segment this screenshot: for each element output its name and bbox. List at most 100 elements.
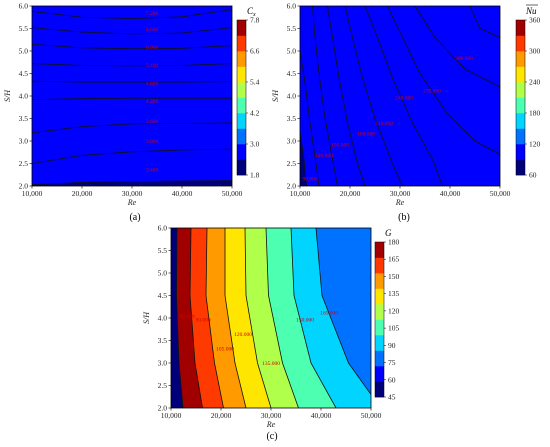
contour-label: 6.000 xyxy=(146,45,159,51)
contour-line xyxy=(344,6,403,186)
contour-line xyxy=(265,228,299,408)
contour-line xyxy=(32,148,232,164)
colorbar-tick-label: 360 xyxy=(529,16,541,25)
colorbar-segment xyxy=(237,35,246,52)
contour-label: 90.000 xyxy=(195,318,210,324)
contour-label: 7.200 xyxy=(146,11,159,17)
colorbar-title: Cx xyxy=(247,6,256,18)
y-tick-label: 3.5 xyxy=(19,114,29,123)
contour-label: 3.600 xyxy=(146,119,159,125)
contour-line xyxy=(32,180,232,186)
contour-label: 180.000 xyxy=(357,132,375,138)
colorbar-segment xyxy=(237,144,246,160)
contour-line xyxy=(244,228,272,408)
y-axis-title: S/H xyxy=(142,311,151,324)
y-tick-label: 4.5 xyxy=(287,69,297,78)
contour-label: 90.000 xyxy=(302,177,317,183)
x-tick-label: 20,000 xyxy=(340,189,361,198)
colorbar-segment xyxy=(375,335,384,351)
y-tick-label: 3.5 xyxy=(158,336,168,345)
contour-line xyxy=(300,50,320,186)
colorbar-title: G xyxy=(385,228,392,238)
contour-line xyxy=(189,228,203,408)
colorbar-segment xyxy=(375,381,384,398)
colorbar-tick-label: 240 xyxy=(529,78,541,87)
contour-band xyxy=(300,6,500,186)
contour-line xyxy=(32,27,232,35)
y-tick-label: 3.5 xyxy=(287,114,297,123)
colorbar-segment xyxy=(516,128,525,145)
colorbar-segment xyxy=(375,257,384,274)
colorbar-segment xyxy=(375,242,384,258)
colorbar-segment xyxy=(375,319,384,336)
y-tick-label: 2.0 xyxy=(287,182,297,191)
y-axis-title: S/H xyxy=(3,89,12,102)
contour-line xyxy=(32,63,232,67)
colorbar-segment xyxy=(237,128,246,145)
colorbar-tick-label: 180 xyxy=(529,109,541,118)
colorbar-tick-label: 150 xyxy=(388,272,400,281)
contour-line xyxy=(364,6,443,186)
y-tick-label: 5.5 xyxy=(158,246,168,255)
y-tick-label: 4.0 xyxy=(158,314,168,323)
contour-label: 150.000 xyxy=(296,318,314,324)
x-tick-label: 30,000 xyxy=(261,411,282,420)
y-tick-label: 4.0 xyxy=(19,92,29,101)
contour-band xyxy=(32,6,232,185)
colorbar-segment xyxy=(516,97,525,114)
colorbar-title: Nu xyxy=(525,6,537,16)
x-axis-title: Re xyxy=(395,198,405,207)
colorbar-tick-label: 120 xyxy=(529,140,541,149)
colorbar-tick-label: 135 xyxy=(388,289,400,298)
colorbar-tick-label: 75 xyxy=(388,358,396,367)
x-tick-label: 40,000 xyxy=(440,189,461,198)
contour-label: 300.000 xyxy=(455,56,473,62)
y-tick-label: 2.0 xyxy=(19,182,29,191)
contour-line xyxy=(469,6,500,38)
contour-label: 6.600 xyxy=(146,27,159,33)
colorbar-tick-label: 90 xyxy=(388,341,396,350)
colorbar-segment xyxy=(516,113,525,129)
colorbar-segment xyxy=(375,366,384,382)
x-tick-label: 20,000 xyxy=(72,189,93,198)
colorbar-tick-label: 7.8 xyxy=(250,16,260,25)
y-tick-label: 5.5 xyxy=(19,24,29,33)
x-tick-label: 30,000 xyxy=(122,189,143,198)
panel-a: 7.200 6.600 6.000 5.400 4.800 4.200 3.600 3.000… xyxy=(3,2,260,224)
colorbar-tick-label: 1.8 xyxy=(250,171,260,180)
colorbar-segment xyxy=(516,66,525,83)
x-tick-label: 30,000 xyxy=(390,189,411,198)
contour-label: 4.200 xyxy=(146,99,159,105)
contour-label: 4.800 xyxy=(146,81,159,87)
colorbar-segment xyxy=(375,273,384,289)
contour-label: 60.000 xyxy=(179,314,194,320)
contour-label: 5.400 xyxy=(146,63,159,69)
contour-line xyxy=(205,228,224,408)
colorbar-segment xyxy=(516,20,525,36)
x-axis-title: Re xyxy=(127,198,137,207)
y-tick-label: 2.5 xyxy=(158,381,168,390)
contour-line xyxy=(32,97,232,100)
y-tick-label: 2.5 xyxy=(19,159,29,168)
contour-label: 3.000 xyxy=(146,139,159,145)
colorbar-tick-label: 120 xyxy=(388,306,400,315)
y-tick-label: 4.0 xyxy=(287,92,297,101)
colorbar-segment xyxy=(516,159,525,176)
colorbar-tick-label: 165 xyxy=(388,255,400,264)
x-tick-label: 20,000 xyxy=(211,411,232,420)
contour-label: 270.000 xyxy=(423,88,441,94)
contour-label: 2.400 xyxy=(146,168,159,174)
contour-line xyxy=(32,80,232,83)
x-tick-label: 50,000 xyxy=(222,189,243,198)
y-tick-label: 5.0 xyxy=(19,47,29,56)
colorbar-tick-label: 5.4 xyxy=(250,78,260,87)
contour-line xyxy=(327,6,366,186)
colorbar-tick-label: 300 xyxy=(529,47,541,56)
y-tick-label: 5.0 xyxy=(158,269,168,278)
x-tick-label: 50,000 xyxy=(490,189,511,198)
colorbar-segment xyxy=(237,159,246,176)
contour-line xyxy=(414,6,500,88)
x-tick-label: 50,000 xyxy=(361,411,382,420)
y-tick-label: 5.5 xyxy=(287,24,297,33)
